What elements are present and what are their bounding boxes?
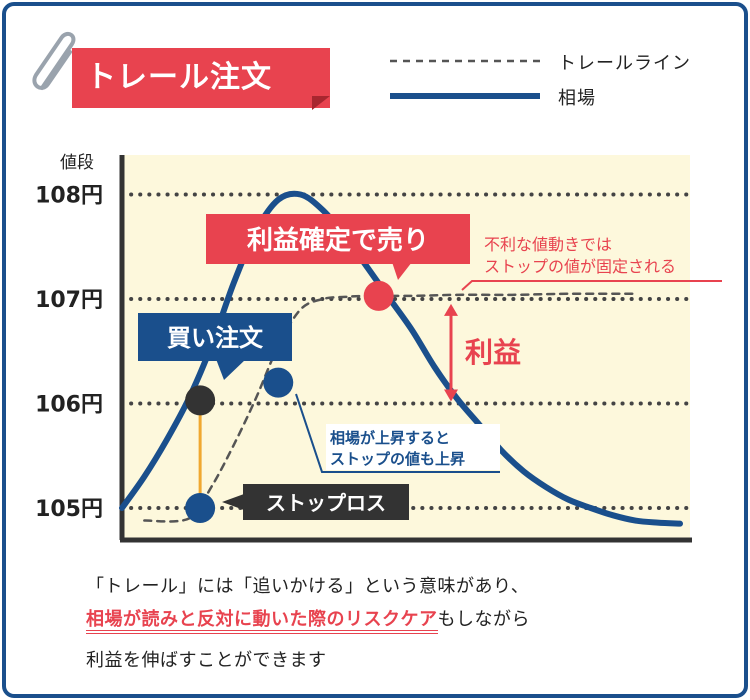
caption-line-2: 相場が読みと反対に動いた際のリスクケアもしながら [86,605,530,634]
y-tick-label: 105円 [35,497,103,522]
profit-arrow-head-up [444,303,458,316]
y-tick-label: 106円 [35,393,103,418]
note-blue-line-2: ストップの値も上昇 [330,450,465,468]
buy-label-pointer [216,359,246,380]
note-red-leader [461,280,722,291]
profit-label: 利益 [465,336,521,369]
y-axis-label: 値段 [60,153,94,173]
title-banner-fold [312,96,330,110]
caption-line-1: 「トレール」には「追いかける」という意味があり、 [86,576,530,597]
points [185,280,394,523]
note-blue-leader [295,393,500,473]
legend-label-market: 相場 [558,88,596,109]
buy-label: 買い注文 [167,324,264,352]
sell-label-box [206,214,470,264]
stoploss-label-box [243,484,409,520]
note-red-line-2: ストップの値が固定される [484,257,676,276]
page-title: トレール注文 [86,60,272,95]
legend-swatches [390,59,540,99]
note-blue-bg [326,424,500,470]
stoploss-label-pointer [222,494,244,510]
stoploss-point [185,493,216,523]
y-tick-label: 108円 [35,184,103,209]
note-red-line-1: 不利な値動きでは [484,235,612,254]
note-blue-line-1: 相場が上昇すると [330,429,450,447]
stoploss-label: ストップロス [266,491,386,515]
y-ticks: 105円 106円 107円 108円 [35,184,103,523]
caption-highlight: 相場が読みと反対に動いた際のリスクケア [86,609,438,634]
profit-arrow-head-down [444,389,458,402]
sell-point [363,280,394,311]
buy-point [185,385,216,416]
trail-up-point [263,367,294,398]
caption-line-2-rest: もしながら [437,609,530,630]
axes [119,155,692,543]
series-trail-line [143,292,637,523]
sell-label: 利益確定で売り [247,225,429,256]
sell-label-pointer [392,262,412,280]
caption-line-3: 利益を伸ばすことができます [86,650,327,671]
y-tick-label: 107円 [35,288,103,313]
title-banner [72,48,330,108]
buy-label-box [138,313,292,361]
legend-label-trail: トレールライン [558,53,691,74]
paperclip-icon [32,32,76,90]
